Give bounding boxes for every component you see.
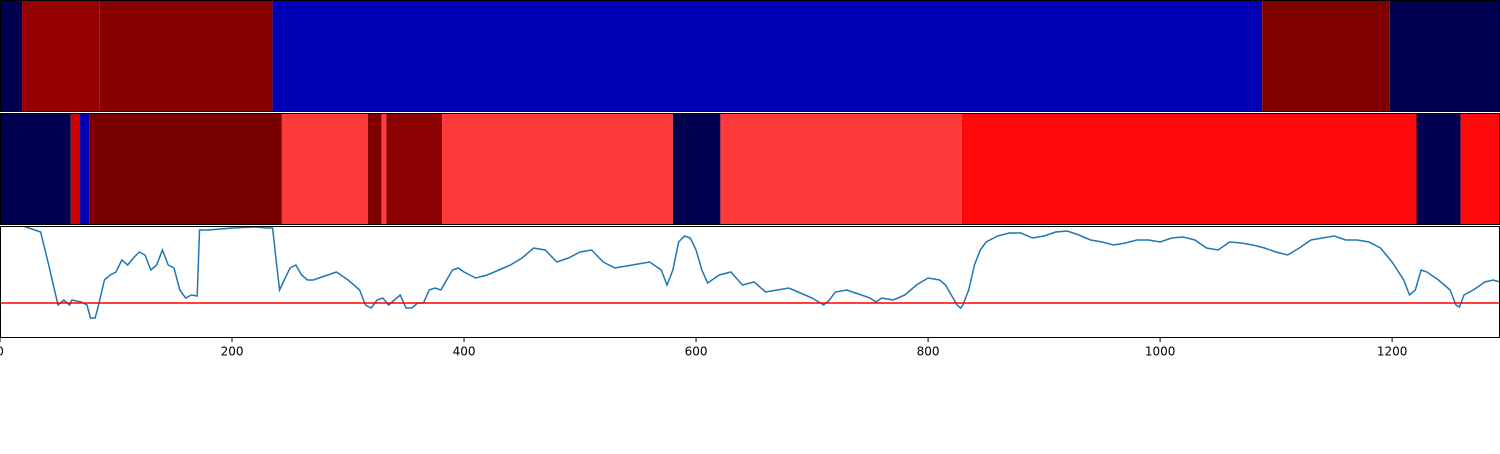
x-tick-label: 800 bbox=[917, 345, 940, 359]
segment bbox=[367, 113, 382, 225]
segment bbox=[89, 113, 282, 225]
segment bbox=[1460, 113, 1500, 225]
segment bbox=[720, 113, 962, 225]
segment bbox=[672, 113, 721, 225]
segment bbox=[0, 0, 23, 112]
segment bbox=[1262, 0, 1390, 112]
segment bbox=[386, 113, 442, 225]
segment bbox=[22, 0, 100, 112]
x-tick-label: 1200 bbox=[1377, 345, 1408, 359]
segment bbox=[0, 113, 71, 225]
panel-frame bbox=[0, 226, 1500, 338]
segment bbox=[1389, 0, 1500, 112]
x-tick-label: 1000 bbox=[1145, 345, 1176, 359]
segment bbox=[441, 113, 673, 225]
x-tick-label: 0 bbox=[0, 345, 4, 359]
x-tick-label: 200 bbox=[221, 345, 244, 359]
segment bbox=[99, 0, 273, 112]
segment bbox=[70, 113, 81, 225]
x-tick-label: 400 bbox=[453, 345, 476, 359]
segment bbox=[281, 113, 368, 225]
data-line bbox=[0, 226, 1500, 319]
x-tick-label: 600 bbox=[685, 345, 708, 359]
segment bbox=[80, 113, 90, 225]
segment bbox=[1416, 113, 1461, 225]
plot-area bbox=[0, 226, 1500, 319]
segment bbox=[381, 113, 387, 225]
segment bbox=[272, 0, 1263, 112]
segment bbox=[961, 113, 1417, 225]
